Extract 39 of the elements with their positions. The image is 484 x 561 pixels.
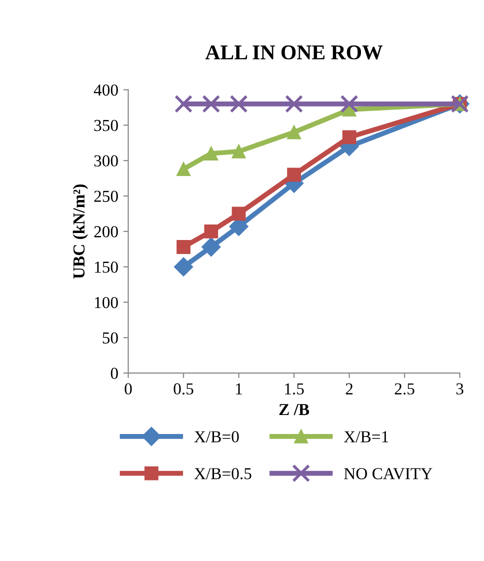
point: [342, 130, 356, 144]
point: [285, 94, 304, 113]
x-tick-label: 1.5: [285, 383, 304, 395]
x-tick-label: 0: [124, 383, 132, 395]
y-tick-label: 250: [94, 190, 118, 202]
point: [204, 146, 218, 160]
point: [174, 257, 194, 276]
y-tick-label: 200: [94, 226, 118, 238]
point: [287, 168, 301, 182]
point: [232, 206, 246, 221]
legend-label: NO CAVITY: [344, 468, 432, 480]
point: [174, 94, 193, 113]
x-tick-label: 2: [346, 383, 353, 394]
point: [232, 144, 246, 158]
point: [230, 94, 248, 113]
y-tick-label: 400: [94, 84, 118, 96]
point: [340, 94, 358, 113]
point: [287, 125, 301, 140]
x-tick-label: 2.5: [394, 383, 414, 395]
legend-label: X/B=0.5: [194, 468, 252, 480]
point: [202, 237, 221, 257]
y-axis-title: UBC (kN/m²): [72, 184, 88, 279]
x-tick-label: 1: [236, 383, 242, 394]
legend-label: X/B=0: [194, 431, 239, 442]
chart-title: ALL IN ONE ROW: [205, 45, 383, 60]
y-tick-label: 350: [94, 120, 118, 132]
y-tick-label: 100: [95, 296, 118, 308]
y-tick-label: 50: [102, 332, 118, 344]
x-tick-label: 3: [456, 383, 464, 395]
y-tick-label: 300: [94, 155, 118, 167]
point: [204, 224, 218, 238]
y-tick-label: 150: [95, 262, 118, 273]
point: [176, 162, 190, 176]
x-axis-title: Z /B: [279, 404, 310, 416]
legend-label: X/B=1: [344, 431, 388, 442]
point: [202, 94, 220, 113]
x-tick-label: 0.5: [174, 383, 194, 395]
y-tick-label: 0: [110, 368, 118, 380]
point: [176, 240, 190, 254]
